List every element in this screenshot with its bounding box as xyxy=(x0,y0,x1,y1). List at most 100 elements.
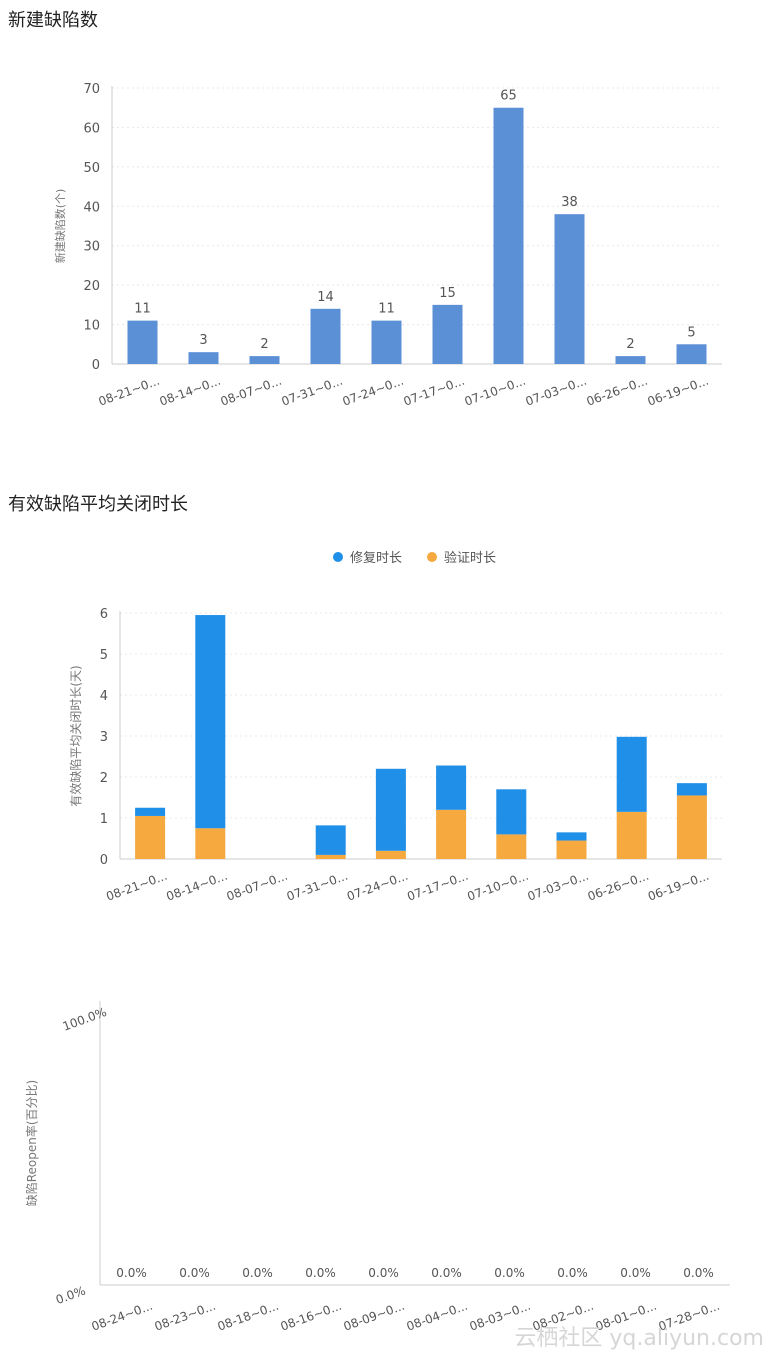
x-tick-label: 07-03~0... xyxy=(526,869,591,904)
bar xyxy=(676,344,707,364)
x-tick-label: 07-24~0... xyxy=(341,374,406,409)
data-label: 2 xyxy=(260,337,268,352)
y-axis-label: 缺陷Reopen率(百分比) xyxy=(24,1080,39,1207)
data-label: 0.0% xyxy=(116,1266,147,1280)
x-tick-label: 08-07~0... xyxy=(219,374,284,409)
x-tick-label: 08-18~0... xyxy=(216,1299,281,1334)
x-tick-label: 08-21~0... xyxy=(104,869,169,904)
y-axis-label: 有效缺陷平均关闭时长(天) xyxy=(68,665,83,806)
reopen-rate-chart: 100.0%0.0%缺陷Reopen率(百分比)0.0%08-24~0...0.… xyxy=(24,1001,730,1334)
avg-close-title: 有效缺陷平均关闭时长 xyxy=(8,494,188,515)
y-axis-label: 新建缺陷数(个) xyxy=(53,189,67,264)
bar xyxy=(127,320,158,364)
x-tick-label: 08-16~0... xyxy=(279,1299,344,1334)
bar xyxy=(310,308,341,364)
y-tick-label: 0.0% xyxy=(54,1283,87,1307)
data-label: 0.0% xyxy=(368,1266,399,1280)
bar-segment xyxy=(676,795,707,859)
x-tick-label: 07-24~0... xyxy=(345,869,410,904)
x-tick-label: 08-04~0... xyxy=(405,1299,470,1334)
data-label: 14 xyxy=(317,290,334,305)
y-tick-label: 3 xyxy=(100,730,108,745)
data-label: 5 xyxy=(687,325,695,340)
bar-segment xyxy=(375,850,406,859)
x-tick-label: 08-09~0... xyxy=(342,1299,407,1334)
x-tick-label: 07-31~0... xyxy=(280,374,345,409)
data-label: 15 xyxy=(439,286,456,301)
y-tick-label: 1 xyxy=(100,812,108,827)
x-tick-label: 08-14~0... xyxy=(164,869,229,904)
data-label: 11 xyxy=(134,302,151,317)
bar-segment xyxy=(496,789,527,835)
bar xyxy=(493,107,524,364)
y-tick-label: 70 xyxy=(83,82,100,97)
x-tick-label: 07-03~0... xyxy=(524,374,589,409)
y-tick-label: 0 xyxy=(92,358,100,373)
y-tick-label: 60 xyxy=(83,121,100,136)
bar-segment xyxy=(315,854,346,859)
bar-segment xyxy=(195,828,226,859)
data-label: 0.0% xyxy=(242,1266,273,1280)
data-label: 0.0% xyxy=(557,1266,588,1280)
x-tick-label: 07-10~0... xyxy=(463,374,528,409)
data-label: 0.0% xyxy=(431,1266,462,1280)
bar-segment xyxy=(135,807,166,816)
x-tick-label: 08-14~0... xyxy=(158,374,223,409)
bar-segment xyxy=(436,809,467,859)
data-label: 0.0% xyxy=(620,1266,651,1280)
y-tick-label: 20 xyxy=(83,279,100,294)
bar-segment xyxy=(496,834,527,859)
data-label: 0.0% xyxy=(683,1266,714,1280)
bar-segment xyxy=(135,815,166,859)
y-tick-label: 40 xyxy=(83,200,100,215)
y-tick-label: 4 xyxy=(100,689,108,704)
new-defects-title: 新建缺陷数 xyxy=(8,10,98,31)
y-tick-label: 2 xyxy=(100,771,108,786)
bar xyxy=(371,320,402,364)
x-tick-label: 08-07~0... xyxy=(225,869,290,904)
x-tick-label: 08-24~0... xyxy=(90,1299,155,1334)
bar-segment xyxy=(616,811,647,859)
y-tick-label: 30 xyxy=(83,240,100,255)
bar-segment xyxy=(676,783,707,796)
bar-segment xyxy=(556,840,587,859)
y-tick-label: 100.0% xyxy=(61,1005,109,1034)
avg-close-chart: 修复时长 验证时长0123456有效缺陷平均关闭时长(天)08-21~0...08… xyxy=(68,550,722,904)
data-label: 0.0% xyxy=(179,1266,210,1280)
legend-marker xyxy=(427,552,437,562)
data-label: 38 xyxy=(561,195,578,210)
watermark: 云栖社区 yq.aliyun.com xyxy=(514,1326,764,1351)
bar-segment xyxy=(375,768,406,851)
bar xyxy=(249,356,280,364)
y-tick-label: 0 xyxy=(100,853,108,868)
x-tick-label: 06-19~0... xyxy=(646,869,711,904)
data-label: 0.0% xyxy=(305,1266,336,1280)
new-defects-chart: 0 10 20 30 40 50 60 70 新建缺陷数(个) 11 08-21~0... 3 08-1… xyxy=(53,82,722,409)
data-label: 3 xyxy=(199,333,207,348)
x-tick-label: 08-21~0... xyxy=(97,374,162,409)
y-tick-label: 50 xyxy=(83,161,100,176)
legend-label: 验证时长 xyxy=(444,550,496,566)
legend-marker xyxy=(333,552,343,562)
x-tick-label: 08-23~0... xyxy=(153,1299,218,1334)
bar-segment xyxy=(616,736,647,812)
bar xyxy=(615,356,646,364)
data-label: 0.0% xyxy=(494,1266,525,1280)
x-tick-label: 06-19~0... xyxy=(646,374,711,409)
bar-segment xyxy=(556,832,587,841)
bar-segment xyxy=(436,765,467,810)
legend-label: 修复时长 xyxy=(350,551,402,566)
x-tick-label: 06-26~0... xyxy=(586,869,651,904)
data-label: 65 xyxy=(500,89,517,104)
bar xyxy=(554,214,585,364)
bar-segment xyxy=(315,825,346,855)
bar xyxy=(432,304,463,364)
data-label: 11 xyxy=(378,302,395,317)
x-tick-label: 06-26~0... xyxy=(585,374,650,409)
y-tick-label: 10 xyxy=(83,319,100,334)
y-tick-label: 5 xyxy=(100,648,108,663)
x-tick-label: 07-17~0... xyxy=(402,374,467,409)
x-tick-label: 07-31~0... xyxy=(285,869,350,904)
bar-segment xyxy=(195,615,226,829)
x-tick-label: 07-17~0... xyxy=(405,869,470,904)
